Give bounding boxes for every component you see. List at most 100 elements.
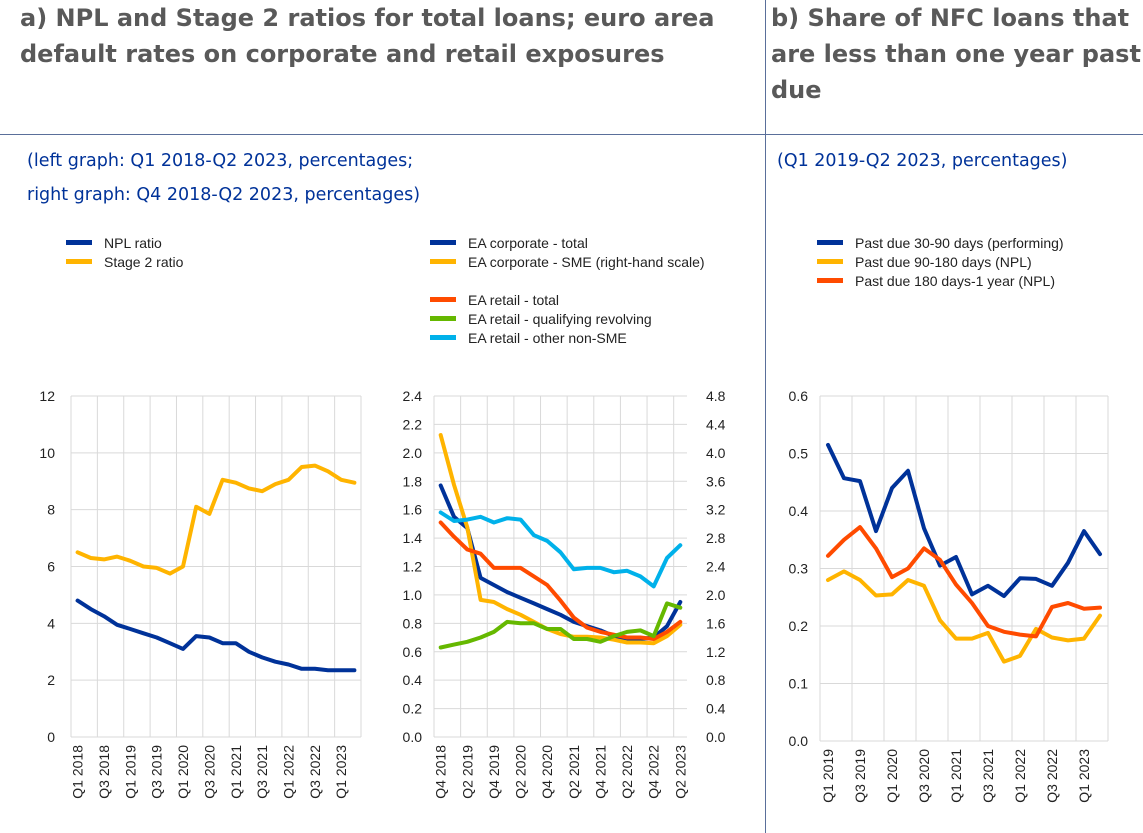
panel-b-subtitle: (Q1 2019-Q2 2023, percentages): [777, 144, 1068, 178]
y-tick-label: 2.4: [403, 388, 423, 404]
y-tick-label: 0.4: [789, 503, 809, 519]
legend-item: EA retail - other non-SME: [430, 329, 750, 348]
legend-label: EA corporate - SME (right-hand scale): [468, 254, 705, 270]
legend-label: EA retail - total: [468, 292, 560, 308]
y-tick-label: 4: [47, 615, 55, 631]
x-tick-label: Q3 2018: [96, 745, 112, 799]
y2-tick-label: 0.4: [706, 701, 726, 717]
y-tick-label: 0.0: [789, 733, 809, 749]
x-tick-label: Q3 2021: [254, 745, 270, 799]
x-tick-label: Q4 2022: [646, 745, 662, 799]
y-tick-label: 10: [39, 445, 55, 461]
x-tick-label: Q2 2023: [672, 745, 688, 799]
legend-label: Past due 90-180 days (NPL): [855, 254, 1032, 270]
legend-swatch: [430, 259, 456, 264]
x-tick-label: Q3 2020: [201, 745, 217, 799]
legend-item: EA corporate - total: [430, 234, 750, 253]
x-tick-label: Q3 2022: [307, 745, 323, 799]
x-tick-label: Q1 2019: [820, 749, 836, 803]
y-tick-label: 0.0: [403, 729, 423, 745]
x-tick-label: Q4 2020: [539, 745, 555, 799]
legend-swatch: [817, 259, 843, 264]
y-tick-label: 1.4: [403, 530, 423, 546]
x-tick-label: Q3 2019: [149, 745, 165, 799]
legend-label: EA retail - qualifying revolving: [468, 311, 652, 327]
legend-label: EA retail - other non-SME: [468, 330, 627, 346]
y-tick-label: 0.2: [789, 618, 809, 634]
y2-tick-label: 4.4: [706, 416, 726, 432]
y-tick-label: 2.0: [403, 445, 423, 461]
y2-tick-label: 0.0: [706, 729, 726, 745]
y2-tick-label: 4.0: [706, 445, 726, 461]
x-tick-label: Q1 2023: [1076, 749, 1092, 803]
legend-item: EA corporate - SME (right-hand scale): [430, 253, 750, 291]
series-line-past-due-30-90-days-performing: [826, 442, 1102, 599]
x-tick-label: Q2 2019: [459, 745, 475, 799]
x-tick-label: Q3 2022: [1044, 749, 1060, 803]
series-line-ea-retail-qualifying-revolving: [438, 601, 683, 650]
panel-b-title: b) Share of NFC loans that are less than…: [771, 0, 1141, 108]
panel-divider-horizontal: [0, 134, 1143, 135]
x-tick-label: Q2 2022: [619, 745, 635, 799]
x-tick-label: Q1 2018: [70, 745, 86, 799]
legend-swatch: [430, 297, 456, 302]
y-tick-label: 1.2: [403, 559, 423, 575]
y-tick-label: 0.4: [403, 672, 423, 688]
x-tick-label: Q1 2021: [948, 749, 964, 803]
legend-swatch: [66, 240, 92, 245]
y2-tick-label: 2.0: [706, 587, 726, 603]
y-tick-label: 2: [47, 672, 55, 688]
y-tick-label: 0.5: [789, 446, 809, 462]
legend-item: Past due 180 days-1 year (NPL): [817, 272, 1064, 291]
x-tick-label: Q3 2020: [916, 749, 932, 803]
x-tick-label: Q1 2019: [122, 745, 138, 799]
series-line-past-due-90-180-days-npl: [826, 569, 1102, 664]
panel-b-title-line: due: [771, 76, 822, 104]
legend-label: Past due 30-90 days (performing): [855, 235, 1064, 251]
legend-label: Stage 2 ratio: [104, 254, 184, 270]
legend-item: Past due 90-180 days (NPL): [817, 253, 1064, 272]
panel-b-title-line: b) Share of NFC loans that: [771, 4, 1130, 32]
x-tick-label: Q1 2023: [333, 745, 349, 799]
panel-a-subtitle: (left graph: Q1 2018-Q2 2023, percentage…: [27, 144, 420, 212]
x-tick-label: Q1 2021: [228, 745, 244, 799]
x-tick-label: Q1 2020: [175, 745, 191, 799]
y-tick-label: 8: [47, 502, 55, 518]
legend-swatch: [430, 335, 456, 340]
y2-tick-label: 3.6: [706, 473, 726, 489]
x-tick-label: Q1 2022: [281, 745, 297, 799]
y2-tick-label: 1.2: [706, 644, 726, 660]
series-line-ea-retail-total: [438, 520, 683, 641]
y2-tick-label: 3.2: [706, 502, 726, 518]
x-tick-label: Q3 2021: [980, 749, 996, 803]
y2-tick-label: 2.4: [706, 559, 726, 575]
y2-tick-label: 4.8: [706, 388, 726, 404]
x-tick-label: Q2 2020: [513, 745, 529, 799]
panel-a-title-line: default rates on corporate and retail ex…: [20, 40, 665, 68]
legend-swatch: [817, 240, 843, 245]
legend-item: EA retail - qualifying revolving: [430, 310, 750, 329]
y-tick-label: 6: [47, 559, 55, 575]
panel-divider-vertical: [765, 0, 766, 833]
panel-a-title: a) NPL and Stage 2 ratios for total loan…: [20, 0, 714, 72]
legend-swatch: [430, 316, 456, 321]
y-tick-label: 2.2: [403, 416, 423, 432]
series-line-stage-2-ratio: [75, 463, 357, 576]
y2-tick-label: 0.8: [706, 672, 726, 688]
y-tick-label: 0.2: [403, 701, 423, 717]
y-tick-label: 0.6: [403, 644, 423, 660]
y2-tick-label: 2.8: [706, 530, 726, 546]
panel-a-subtitle-line: (left graph: Q1 2018-Q2 2023, percentage…: [27, 151, 414, 171]
y-tick-label: 1.8: [403, 473, 423, 489]
panel-a-title-line: a) NPL and Stage 2 ratios for total loan…: [20, 4, 715, 32]
series-line-ea-retail-other-non-sme: [438, 510, 683, 589]
y-tick-label: 0.1: [789, 676, 809, 692]
panel-b-subtitle-line: (Q1 2019-Q2 2023, percentages): [777, 151, 1068, 171]
y-tick-label: 0.3: [789, 561, 809, 577]
legend-label: NPL ratio: [104, 235, 162, 251]
y2-tick-label: 1.6: [706, 615, 726, 631]
legend-swatch: [430, 240, 456, 245]
series-line-ea-corporate-sme-right-hand-scale: [438, 433, 683, 646]
panel-a-subtitle-line: right graph: Q4 2018-Q2 2023, percentage…: [27, 185, 421, 205]
